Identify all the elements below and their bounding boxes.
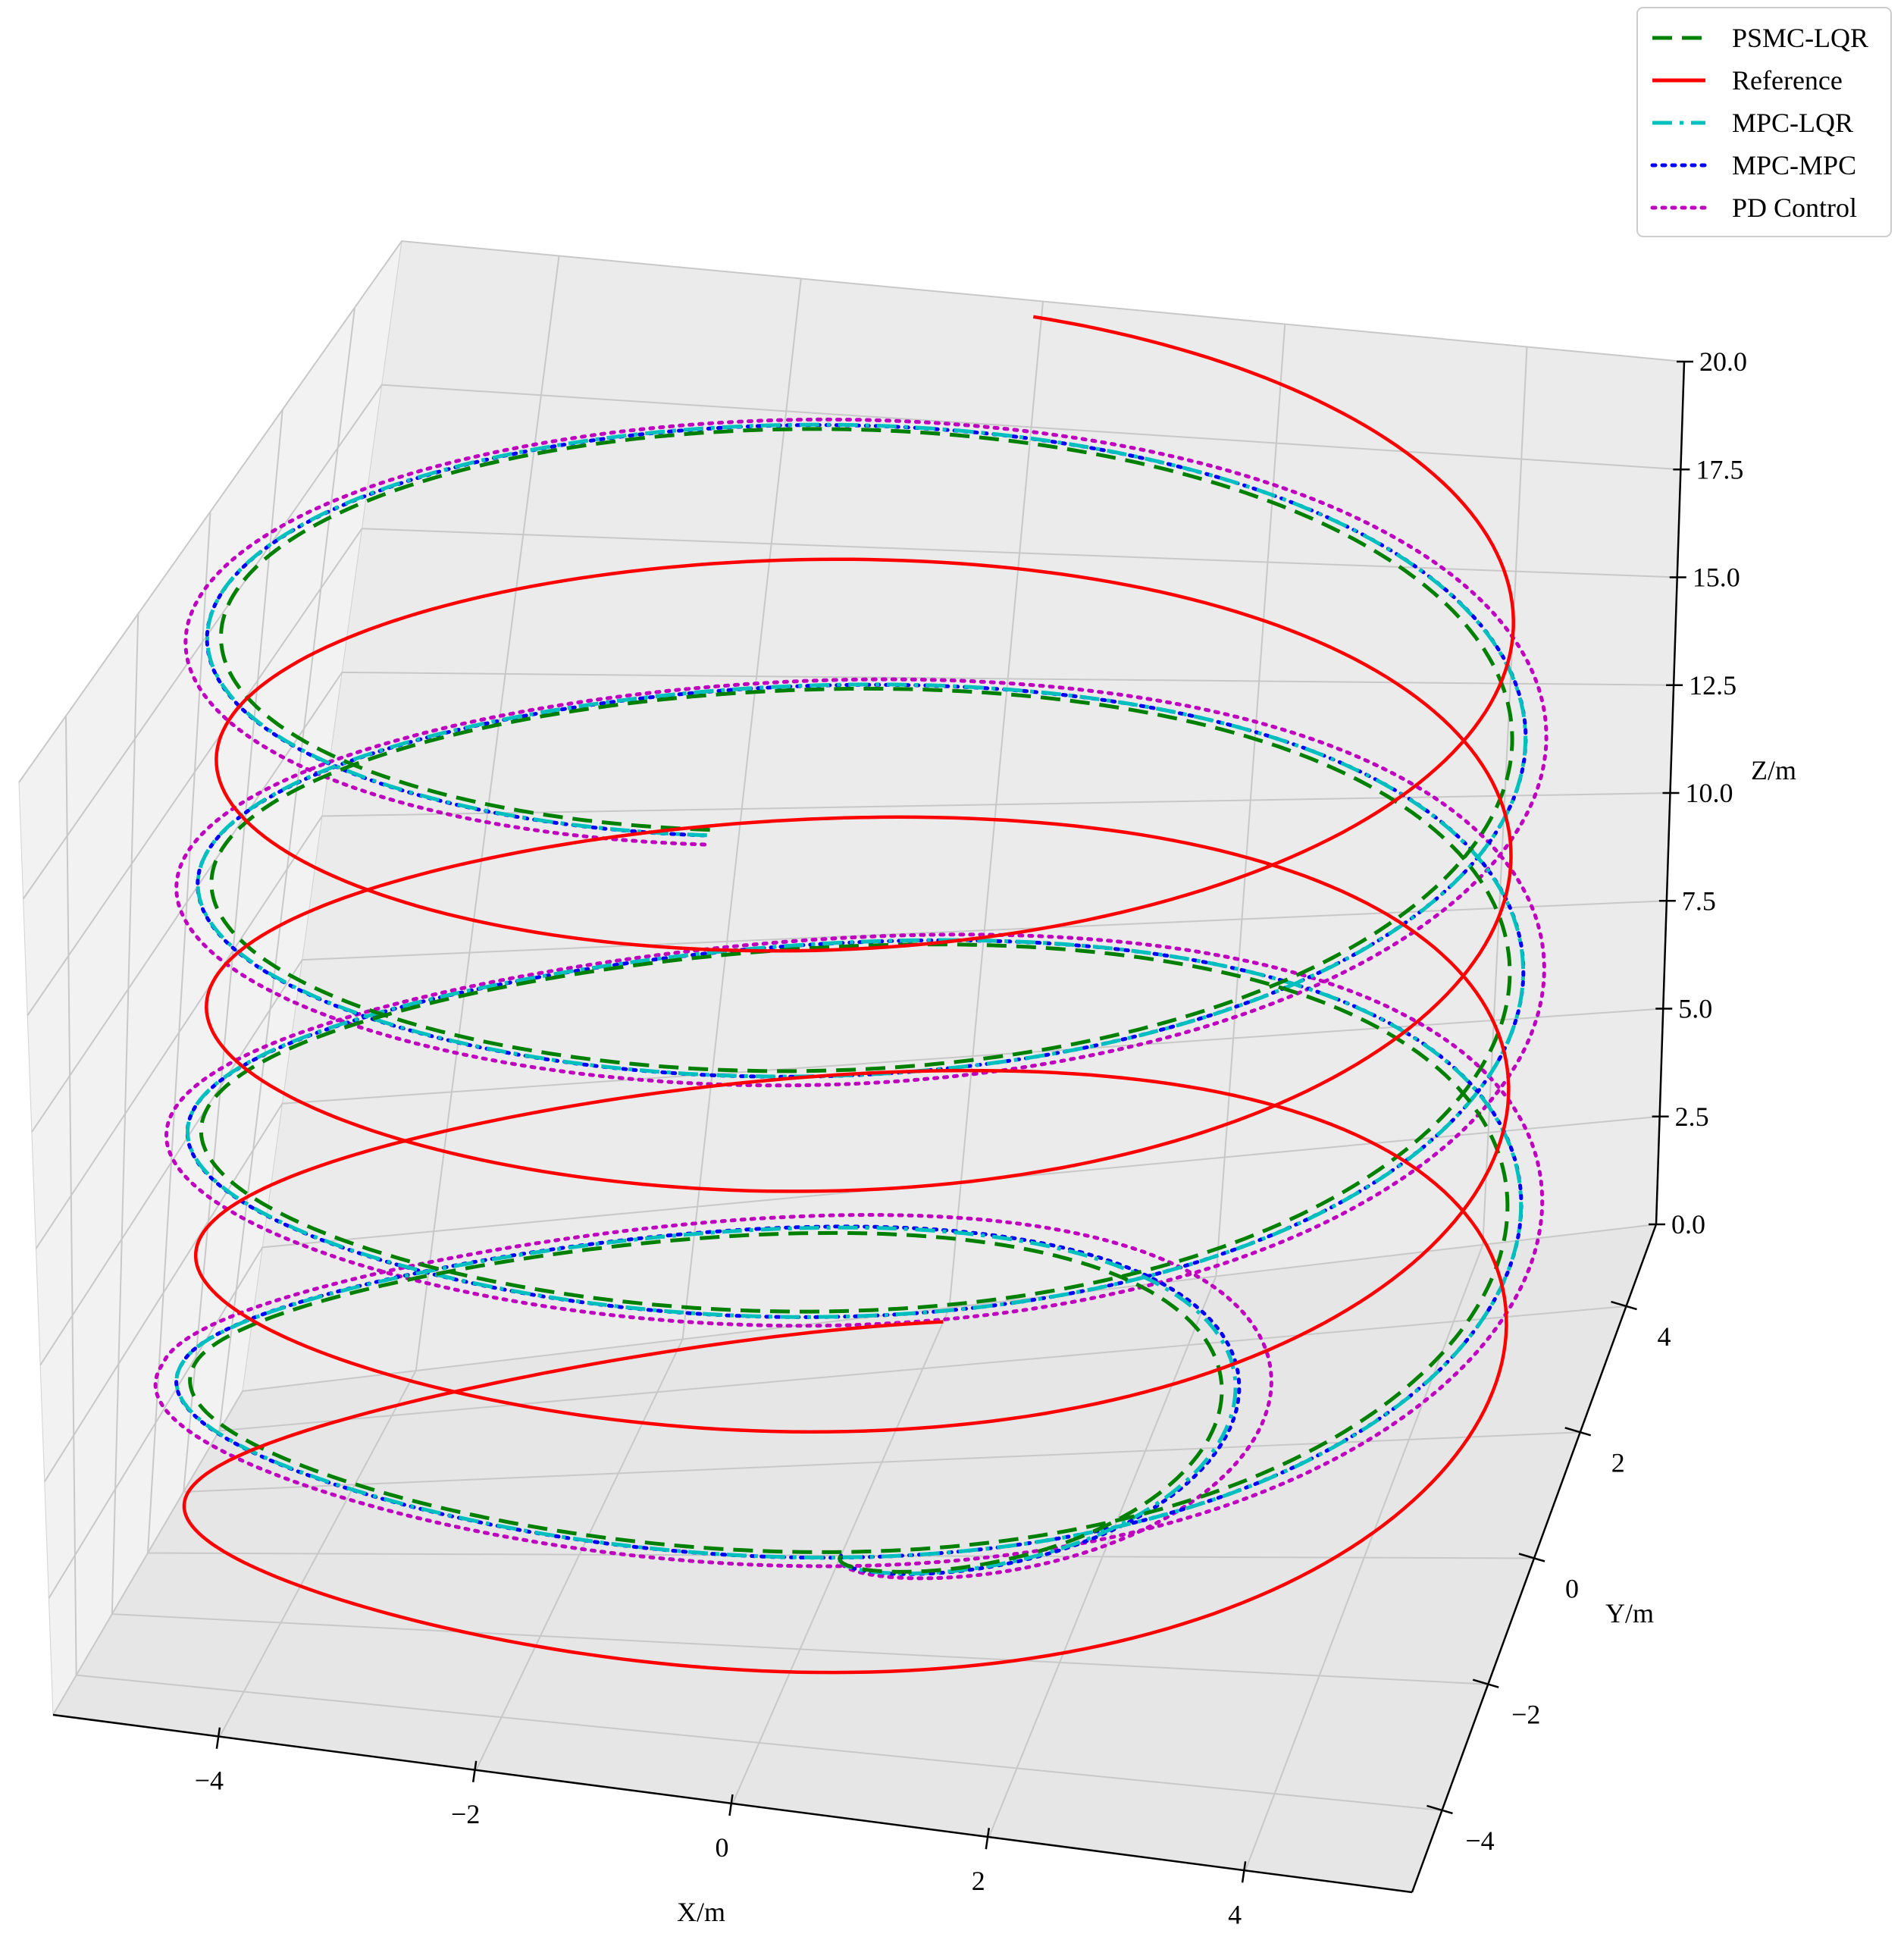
- series-line-mpc-lqr: [174, 422, 1528, 1576]
- x-axis-line: [52, 1713, 1413, 1894]
- y-tick-mark: [1472, 1678, 1499, 1688]
- z-tick-label: 2.5: [1675, 1102, 1709, 1132]
- z-gridline: [18, 240, 1685, 783]
- y-tick-mark: [1426, 1804, 1453, 1815]
- legend-label: PSMC-LQR: [1732, 23, 1868, 53]
- z-gridline: [27, 528, 1677, 1017]
- z-axis-label: Z/m: [1751, 755, 1796, 785]
- z-gridline: [48, 1115, 1660, 1599]
- z-gridline: [39, 900, 1667, 1366]
- x-tick-mark: [215, 1727, 221, 1749]
- z-gridline: [52, 1224, 1657, 1716]
- z-gridline: [35, 792, 1671, 1249]
- x-tick-label: 4: [1228, 1899, 1242, 1929]
- z-tick-label: 5.0: [1678, 994, 1712, 1024]
- y-axis-label: Y/m: [1605, 1598, 1654, 1628]
- z-tick-label: 10.0: [1686, 778, 1733, 808]
- y-tick-mark: [1518, 1553, 1545, 1562]
- x-tick-label: −4: [195, 1766, 224, 1796]
- x-tick-mark: [985, 1827, 991, 1850]
- legend: PSMC-LQR Reference MPC-LQR MPC-MPC PD Contro…: [1636, 7, 1892, 237]
- y-tick-mark: [1564, 1427, 1592, 1437]
- legend-label: Reference: [1732, 65, 1843, 96]
- x-tick-label: 2: [972, 1866, 985, 1896]
- series-line-psmc-lqr: [188, 427, 1514, 1574]
- tick-labels: −4 −2 0 2 4 −4 −2 0 2 4 0.0 2.5 5.0 7.5 10.0 12.5 15.0 17…: [195, 346, 1747, 1929]
- z-tick-label: 7.5: [1682, 885, 1716, 916]
- z-tick-label: 0.0: [1671, 1209, 1705, 1240]
- z-gridline: [43, 1008, 1664, 1483]
- x-tick-mark: [471, 1760, 478, 1783]
- y-tick-mark: [1611, 1300, 1637, 1311]
- x-tick-mark: [1241, 1861, 1247, 1883]
- series-line-pd-control: [153, 417, 1549, 1581]
- z-tick-label: 20.0: [1699, 346, 1747, 377]
- x-axis-label: X/m: [677, 1897, 725, 1927]
- legend-label: MPC-LQR: [1732, 108, 1853, 138]
- series-line-reference: [182, 315, 1515, 1675]
- gridlines: [18, 240, 1685, 1871]
- trajectory-curves: [153, 315, 1549, 1675]
- x-tick-label: 0: [716, 1832, 729, 1863]
- z-tick-label: 15.0: [1693, 563, 1740, 593]
- y-tick-label: −2: [1511, 1700, 1540, 1730]
- y-tick-label: 0: [1565, 1574, 1579, 1604]
- z-gridline: [22, 384, 1681, 900]
- z-tick-label: 12.5: [1689, 670, 1736, 700]
- x-tick-label: −2: [451, 1799, 480, 1829]
- legend-frame: [1636, 7, 1892, 237]
- x-tick-mark: [728, 1794, 734, 1816]
- z-tick-label: 17.5: [1696, 454, 1743, 484]
- legend-label: PD Control: [1732, 193, 1857, 223]
- legend-label: MPC-MPC: [1732, 150, 1856, 180]
- y-tick-label: 2: [1611, 1447, 1625, 1478]
- y-tick-label: 4: [1658, 1321, 1671, 1352]
- y-tick-label: −4: [1465, 1826, 1494, 1856]
- z-gridline: [31, 671, 1674, 1133]
